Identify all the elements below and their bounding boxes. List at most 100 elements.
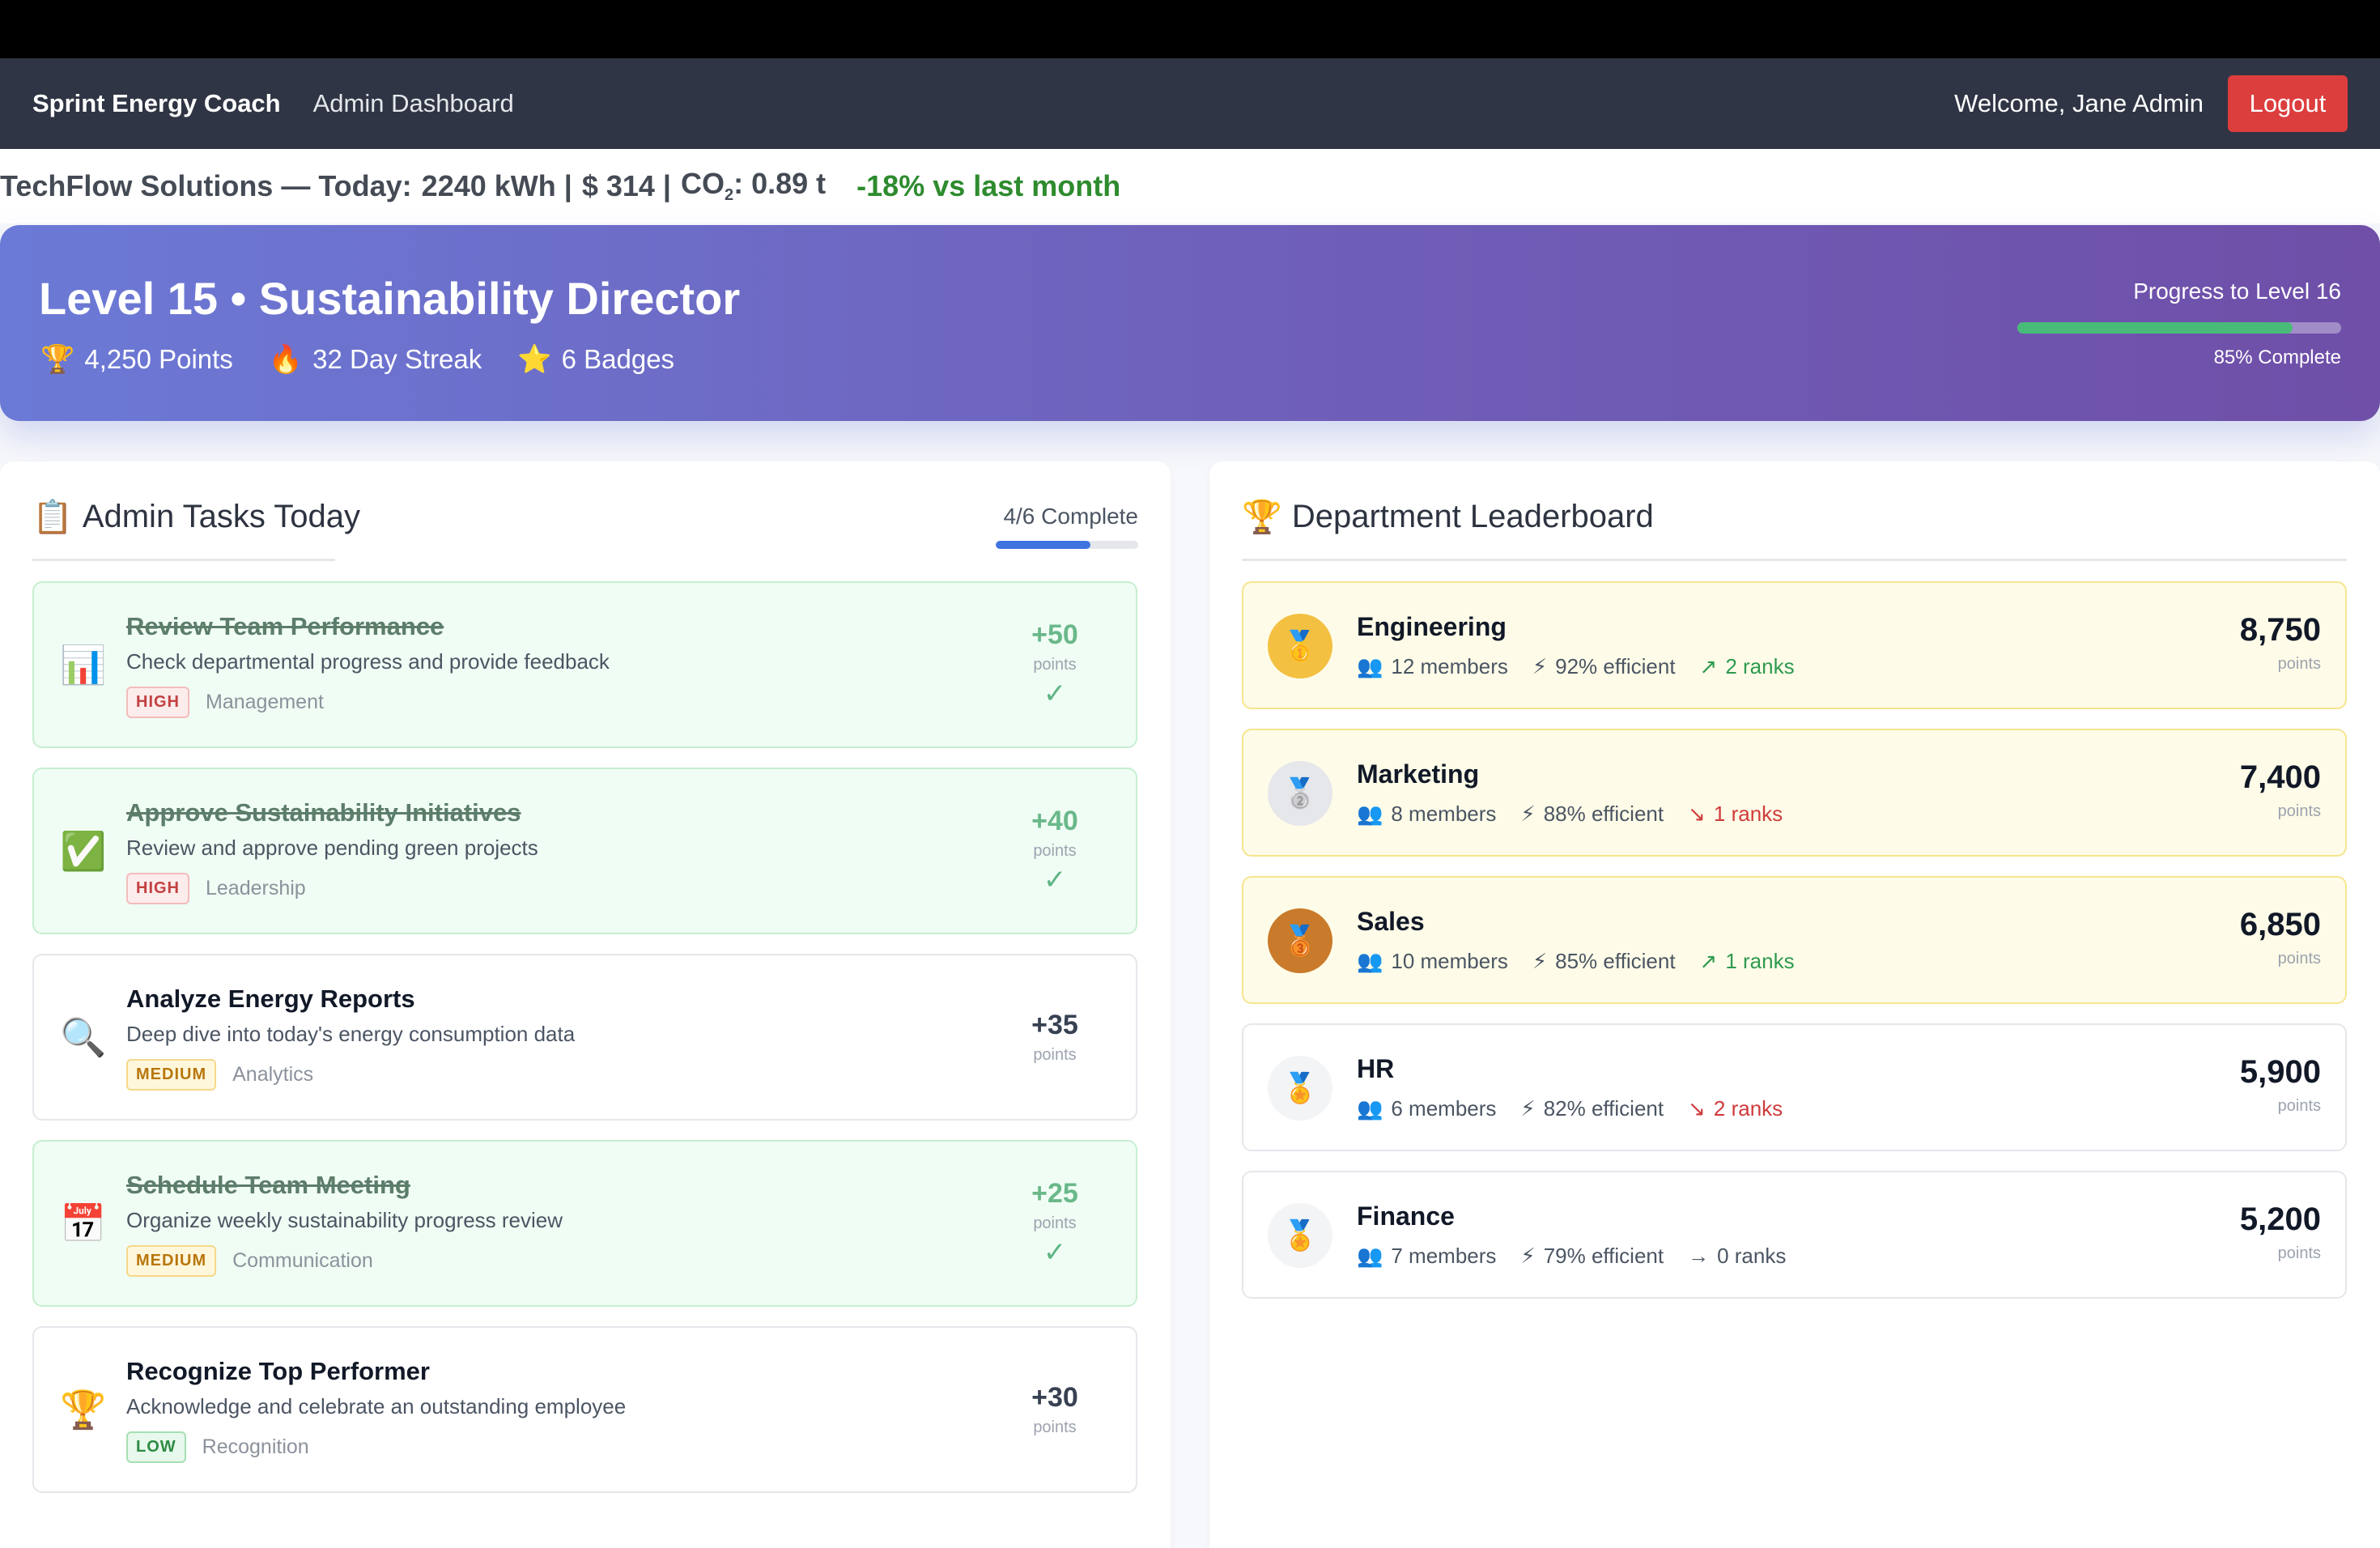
navbar-right: Welcome, Jane Admin Logout [1954, 75, 2348, 132]
energy-cost: $ 314 | [581, 169, 671, 202]
tasks-header-divider [32, 559, 335, 561]
energy-summary-bar: TechFlow Solutions — Today: 2240 kWh | $… [0, 149, 2380, 223]
lightning-icon: ⚡ [1520, 802, 1536, 826]
department-points-label: points [2277, 950, 2321, 968]
task-points: +50 points ✓ [1014, 583, 1095, 746]
department-leaderboard-panel: 🏆 Department Leaderboard 🥇 Engineering 👥 12… [1209, 461, 2380, 1548]
task-points-label: points [1033, 842, 1077, 860]
trophy-icon: 🏆 [1242, 499, 1282, 535]
top-black-bar [0, 0, 2380, 58]
department-row[interactable]: 🥈 Marketing 👥 8 members ⚡ 88% efficient ↘ 1 ran… [1242, 729, 2347, 857]
department-row[interactable]: 🏅 HR 👥 6 members ⚡ 82% efficient ↘ 2 ranks 5,900… [1242, 1023, 2347, 1151]
level-progress-percent: 85% Complete [2213, 347, 2341, 368]
task-card[interactable]: 📅 Schedule Team Meeting Organize weekly su… [32, 1140, 1137, 1307]
department-points: 6,850 points [2240, 907, 2321, 968]
task-card[interactable]: ✅ Approve Sustainability Initiatives Revie… [32, 768, 1137, 934]
tasks-complete-label: 4/6 Complete [1003, 504, 1138, 529]
department-meta: 👥 6 members ⚡ 82% efficient ↘ 2 ranks [1357, 1096, 1807, 1121]
task-points: +35 points [1014, 955, 1095, 1119]
star-icon: ⭐ [517, 344, 552, 375]
company-today-label: TechFlow Solutions — Today: [0, 169, 412, 202]
trophy-icon: 🏆 [40, 344, 75, 375]
energy-kwh: 2240 kWh | [421, 169, 572, 202]
department-points: 8,750 points [2240, 612, 2321, 674]
department-row[interactable]: 🥉 Sales 👥 10 members ⚡ 85% efficient ↗ 1 ranks 6… [1242, 876, 2347, 1004]
department-points: 5,900 points [2240, 1054, 2321, 1116]
rank-change: ↗ 1 ranks [1700, 949, 1795, 974]
navbar: Sprint Energy Coach Admin Dashboard Welc… [0, 58, 2380, 149]
co2-amount: : 0.89 t [733, 167, 827, 201]
tasks-progress: 4/6 Complete [996, 504, 1138, 549]
task-meta: HIGH Management [126, 687, 324, 718]
task-points: +40 points ✓ [1014, 769, 1095, 933]
checkbox-icon: ✅ [60, 829, 107, 872]
people-icon: 👥 [1357, 1096, 1383, 1121]
lightning-icon: ⚡ [1532, 949, 1548, 973]
bar-chart-icon: 📊 [60, 643, 107, 686]
department-points-label: points [2277, 802, 2321, 820]
tasks-progress-fill [996, 541, 1091, 549]
task-card[interactable]: 🏆 Recognize Top Performer Acknowledge and … [32, 1326, 1137, 1493]
task-card[interactable]: 📊 Review Team Performance Check department… [32, 581, 1137, 748]
level-progress-track [2017, 322, 2341, 334]
efficiency: ⚡ 85% efficient [1532, 949, 1676, 974]
medal-bronze-icon: 🥉 [1268, 908, 1332, 973]
members-count: 👥 8 members [1357, 802, 1496, 827]
department-points-value: 6,850 [2239, 907, 2321, 942]
month-delta: -18% vs last month [856, 169, 1121, 202]
efficiency: ⚡ 88% efficient [1520, 802, 1664, 827]
members-count: 👥 7 members [1357, 1244, 1496, 1269]
members-label: 10 members [1391, 949, 1508, 973]
people-icon: 👥 [1357, 654, 1383, 678]
department-name: Engineering [1357, 612, 1507, 641]
task-card[interactable]: 🔍 Analyze Energy Reports Deep dive into to… [32, 954, 1137, 1121]
brand-title[interactable]: Sprint Energy Coach [32, 89, 281, 117]
hero-stat-label: 32 Day Streak [312, 344, 482, 374]
task-title: Schedule Team Meeting [126, 1171, 410, 1199]
priority-badge: LOW [126, 1431, 186, 1463]
task-category: Analytics [232, 1063, 314, 1086]
efficiency-label: 92% efficient [1555, 654, 1676, 678]
priority-badge: HIGH [126, 687, 189, 718]
admin-tasks-panel: 📋 Admin Tasks Today 4/6 Complete 📊 Review… [0, 461, 1171, 1548]
task-points: +30 points [1014, 1328, 1095, 1491]
task-meta: LOW Recognition [126, 1431, 309, 1463]
department-points-value: 8,750 [2239, 612, 2321, 648]
task-meta: MEDIUM Communication [126, 1245, 373, 1277]
task-points-value: +50 [1031, 619, 1078, 650]
rank-change: ↗ 2 ranks [1700, 654, 1795, 679]
rank-change-label: 0 ranks [1717, 1244, 1787, 1268]
level-progress: Progress to Level 16 85% Complete [2017, 279, 2341, 369]
task-description: Review and approve pending green project… [126, 836, 538, 860]
medal-none-icon: 🏅 [1268, 1203, 1332, 1268]
nav-link-admin-dashboard[interactable]: Admin Dashboard [312, 89, 514, 117]
welcome-text: Welcome, Jane Admin [1954, 89, 2204, 117]
hero-stats: 🏆 4,250 Points 🔥 32 Day Streak ⭐ 6 Badges [40, 343, 710, 376]
task-title: Approve Sustainability Initiatives [126, 798, 521, 827]
task-title: Review Team Performance [126, 612, 444, 640]
task-points-label: points [1033, 1046, 1077, 1064]
department-points-label: points [2277, 1097, 2321, 1115]
level-hero-card: Level 15 • Sustainability Director 🏆 4,25… [0, 225, 2380, 421]
task-points-value: +30 [1031, 1382, 1078, 1413]
department-name: Finance [1357, 1201, 1455, 1231]
department-meta: 👥 10 members ⚡ 85% efficient ↗ 1 ranks [1357, 949, 1819, 974]
co2-value: CO2: 0.89 t [681, 167, 826, 205]
arrow-down-icon: ↘ [1688, 1096, 1706, 1121]
efficiency-label: 82% efficient [1543, 1096, 1664, 1121]
arrow-up-icon: ↗ [1699, 654, 1718, 678]
priority-badge: MEDIUM [126, 1059, 217, 1091]
check-icon: ✓ [1043, 1237, 1067, 1268]
tasks-panel-title: Admin Tasks Today [82, 498, 360, 534]
logout-button[interactable]: Logout [2228, 75, 2348, 132]
leaderboard-header-divider [1242, 559, 2347, 561]
clipboard-icon: 📋 [32, 499, 73, 535]
task-points-label: points [1033, 1418, 1077, 1436]
department-row[interactable]: 🏅 Finance 👥 7 members ⚡ 79% efficient → 0 ranks… [1242, 1171, 2347, 1299]
medal-gold-icon: 🥇 [1268, 614, 1332, 678]
people-icon: 👥 [1357, 949, 1383, 973]
members-label: 8 members [1391, 802, 1497, 826]
department-row[interactable]: 🥇 Engineering 👥 12 members ⚡ 92% efficient ↗ 2 … [1242, 581, 2347, 709]
rank-change: ↘ 1 ranks [1688, 802, 1783, 827]
task-category: Communication [232, 1249, 373, 1272]
